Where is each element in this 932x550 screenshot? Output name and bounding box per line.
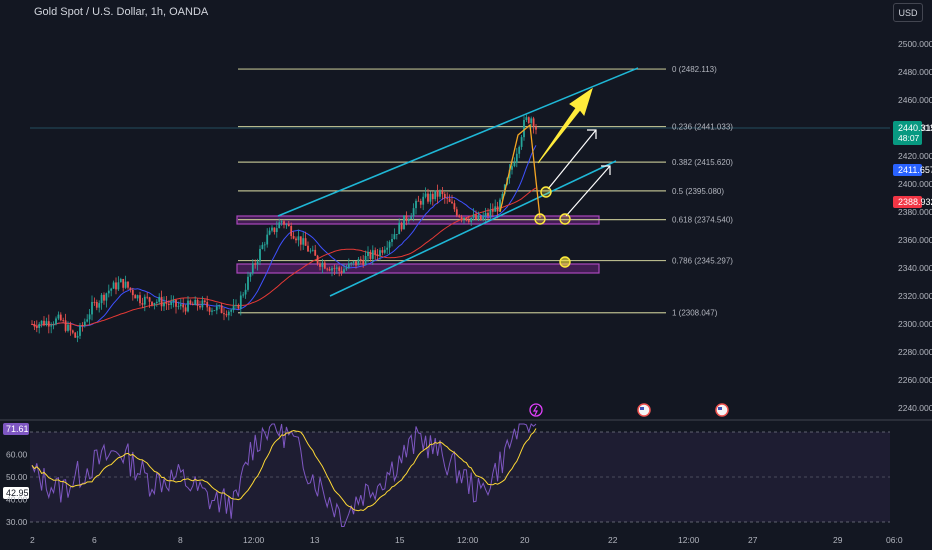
rsi-tick-label: 30.00: [6, 517, 28, 527]
price-tick-label: 2340.000: [898, 263, 932, 273]
demand-zone-lower[interactable]: [236, 263, 600, 274]
projection-path-orange[interactable]: [499, 123, 541, 219]
target-circles[interactable]: [534, 186, 571, 268]
price-tick-label: 2240.000: [898, 403, 932, 413]
time-tick-label: 12:00: [678, 535, 700, 545]
price-tick-label: 2300.000: [898, 319, 932, 329]
ma-slow-badge: [893, 196, 922, 208]
rsi-value-text: 71.61: [6, 424, 29, 434]
price-axis[interactable]: 2500.0002480.0002460.0002440.0002420.000…: [898, 39, 932, 413]
time-tick-label: 15: [395, 535, 405, 545]
event-markers[interactable]: [529, 403, 729, 417]
price-tick-label: 2460.000: [898, 95, 932, 105]
rsi-tick-label: 60.00: [6, 450, 28, 460]
symbol-title[interactable]: Gold Spot / U.S. Dollar, 1h, OANDA: [34, 6, 209, 18]
ma-fast-badge: [893, 164, 922, 176]
fib-level-label: 0.786 (2345.297): [672, 257, 733, 266]
rsi-tick-label: 50.00: [6, 472, 28, 482]
time-axis[interactable]: 2 6 8 12:00 13 15 12:00 20 22 12:00 27 29 06:0: [30, 535, 903, 545]
price-tick-label: 2260.000: [898, 375, 932, 385]
price-tick-label: 2380.000: [898, 207, 932, 217]
last-price-badge: [893, 121, 922, 145]
price-tick-label: 2400.000: [898, 179, 932, 189]
white-arrows[interactable]: [547, 129, 611, 217]
ma-slow-line: [31, 187, 537, 327]
white-arrow-2[interactable]: [565, 165, 611, 217]
target-circle-2[interactable]: [534, 213, 546, 225]
time-tick-label: 22: [608, 535, 618, 545]
moving-averages: [31, 145, 537, 327]
rsi-line: [31, 423, 537, 527]
time-tick-label: 2: [30, 535, 35, 545]
time-tick-label: 12:00: [457, 535, 479, 545]
fib-level-label: 0.618 (2374.540): [672, 216, 733, 225]
candlesticks: [31, 114, 537, 343]
price-tick-label: 2500.000: [898, 39, 932, 49]
white-arrow-2-head: [601, 165, 611, 175]
target-circle-1[interactable]: [540, 186, 552, 198]
flash-event-icon[interactable]: [529, 403, 543, 417]
price-tick-label: 2420.000: [898, 151, 932, 161]
rsi-ma-text: 42.95: [6, 488, 29, 498]
fib-level-label: 0 (2482.113): [672, 65, 717, 74]
ma-fast-text: 2411.657: [898, 165, 932, 175]
rsi-tick-label: 40.00: [6, 495, 28, 505]
white-arrow-1-head: [587, 129, 597, 139]
target-circle-3[interactable]: [559, 213, 571, 225]
price-badges: 2440.315 48:07 2411.657 2388.932: [893, 121, 932, 208]
price-tick-label: 2480.000: [898, 67, 932, 77]
price-tick-label: 2280.000: [898, 347, 932, 357]
time-tick-label: 20: [520, 535, 530, 545]
last-price-text: 2440.315: [898, 123, 932, 133]
rsi-value-badge: [3, 423, 29, 435]
ma-fast-line: [31, 145, 537, 327]
rsi-pane[interactable]: 71.61 42.95 60.00 50.00 40.00 30.00: [3, 423, 890, 527]
ma-slow-text: 2388.932: [898, 197, 932, 207]
target-circle-4[interactable]: [559, 256, 571, 268]
price-tick-label: 2320.000: [898, 291, 932, 301]
ascending-channel[interactable]: [277, 67, 639, 297]
fibonacci-retracement[interactable]: 0 (2482.113) 0.236 (2441.033) 0.382 (2415.…: [238, 65, 733, 318]
time-tick-label: 27: [748, 535, 758, 545]
fib-level-label: 0.382 (2415.620): [672, 158, 733, 167]
white-arrow-1[interactable]: [547, 129, 597, 190]
rsi-axis: 60.00 50.00 40.00 30.00: [6, 450, 28, 528]
time-tick-label: 29: [833, 535, 843, 545]
rsi-ma-badge: [3, 487, 29, 499]
time-tick-label: 13: [310, 535, 320, 545]
yellow-arrow[interactable]: [537, 87, 593, 164]
time-tick-label: 6: [92, 535, 97, 545]
rsi-ma-line: [31, 428, 537, 512]
time-tick-label: 12:00: [243, 535, 265, 545]
time-tick-label: 06:0: [886, 535, 903, 545]
currency-button[interactable]: USD: [893, 3, 923, 22]
fib-level-label: 0.5 (2395.080): [672, 187, 724, 196]
fib-level-label: 0.236 (2441.033): [672, 123, 733, 132]
price-tick-label: 2360.000: [898, 235, 932, 245]
channel-top-line[interactable]: [277, 67, 639, 217]
time-tick-label: 8: [178, 535, 183, 545]
countdown-text: 48:07: [898, 133, 920, 143]
fib-level-label: 1 (2308.047): [672, 309, 718, 318]
channel-bottom-line[interactable]: [329, 160, 617, 297]
